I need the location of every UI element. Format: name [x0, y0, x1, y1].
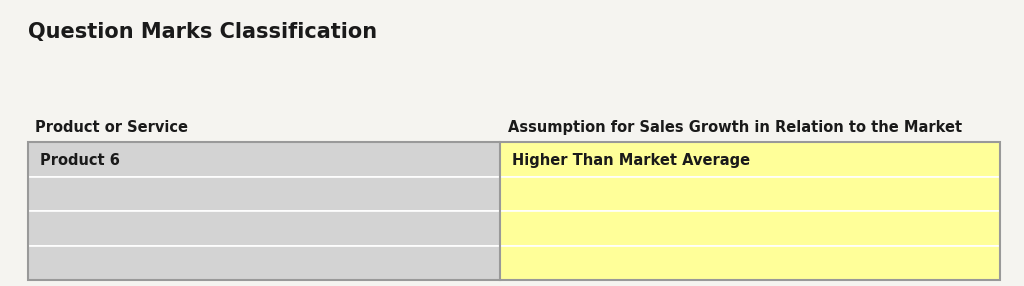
Text: Product 6: Product 6 — [40, 153, 120, 168]
Bar — [500, 211, 1000, 245]
Bar — [28, 142, 1000, 280]
Bar — [500, 142, 1000, 176]
Bar — [500, 176, 1000, 211]
Bar — [28, 245, 500, 280]
Text: Assumption for Sales Growth in Relation to the Market: Assumption for Sales Growth in Relation … — [508, 120, 963, 135]
Bar — [28, 176, 500, 211]
Text: Higher Than Market Average: Higher Than Market Average — [512, 153, 751, 168]
Bar — [500, 245, 1000, 280]
Bar — [28, 142, 500, 176]
Text: Product or Service: Product or Service — [35, 120, 188, 135]
Bar — [28, 211, 500, 245]
Text: Question Marks Classification: Question Marks Classification — [28, 22, 377, 42]
